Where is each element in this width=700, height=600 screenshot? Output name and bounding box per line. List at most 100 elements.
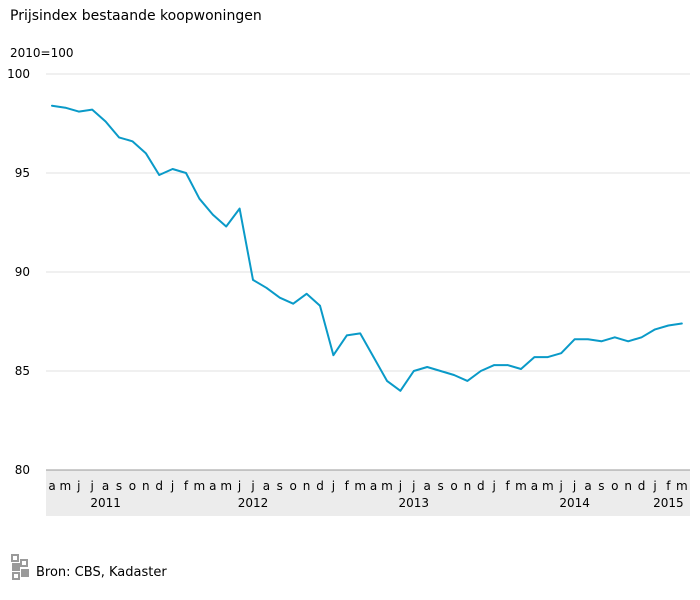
data-point xyxy=(399,390,402,392)
data-point xyxy=(118,136,120,139)
x-tick-label: f xyxy=(345,479,350,493)
data-point xyxy=(292,302,295,305)
data-point xyxy=(238,207,241,210)
x-axis-band xyxy=(46,470,690,516)
data-point xyxy=(131,140,134,143)
x-tick-label: a xyxy=(102,479,109,493)
x-tick-label: o xyxy=(611,479,618,493)
data-point xyxy=(64,106,67,109)
data-point xyxy=(560,352,562,354)
data-point xyxy=(533,356,536,358)
data-point xyxy=(466,380,469,382)
x-tick-label: a xyxy=(370,479,377,493)
data-point xyxy=(198,197,201,200)
x-tick-label: j xyxy=(411,479,415,493)
x-tick-label: a xyxy=(48,479,55,493)
x-tick-label: m xyxy=(60,479,72,493)
data-point xyxy=(640,336,643,339)
x-tick-label: j xyxy=(250,479,254,493)
data-point xyxy=(145,152,147,154)
data-point xyxy=(225,225,227,228)
year-label: 2015 xyxy=(653,496,684,510)
data-point xyxy=(654,328,656,331)
y-axis-unit-label: 2010=100 xyxy=(10,46,74,60)
x-tick-label: m xyxy=(515,479,527,493)
x-tick-label: d xyxy=(638,479,646,493)
data-point xyxy=(319,304,321,307)
x-tick-label: m xyxy=(542,479,554,493)
x-tick-label: a xyxy=(209,479,216,493)
data-point xyxy=(279,296,281,299)
year-label: 2014 xyxy=(559,496,590,510)
data-point xyxy=(506,364,509,366)
x-tick-label: n xyxy=(464,479,472,493)
x-tick-label: a xyxy=(531,479,538,493)
x-tick-label: n xyxy=(142,479,150,493)
data-point xyxy=(91,108,93,111)
x-tick-label: a xyxy=(584,479,591,493)
x-tick-label: o xyxy=(450,479,457,493)
data-point xyxy=(386,380,388,382)
data-point xyxy=(372,356,375,358)
x-tick-label: f xyxy=(666,479,671,493)
x-tick-label: s xyxy=(437,479,443,493)
data-point xyxy=(332,354,335,356)
data-point xyxy=(104,120,107,123)
y-tick-label: 85 xyxy=(15,364,30,378)
data-point xyxy=(265,287,268,289)
data-point xyxy=(587,338,589,341)
data-point xyxy=(573,338,576,341)
data-point xyxy=(51,104,53,107)
y-tick-label: 95 xyxy=(15,166,30,180)
x-tick-label: d xyxy=(155,479,163,493)
x-tick-label: o xyxy=(129,479,136,493)
x-tick-label: m xyxy=(381,479,393,493)
x-tick-label: d xyxy=(477,479,485,493)
data-point xyxy=(627,340,629,343)
data-point xyxy=(681,322,683,325)
data-point xyxy=(520,368,522,370)
cbs-logo-icon xyxy=(11,554,29,580)
source-footer: Bron: CBS, Kadaster xyxy=(10,552,167,582)
x-tick-label: j xyxy=(559,479,563,493)
y-tick-label: 80 xyxy=(15,463,30,477)
x-tick-label: m xyxy=(676,479,688,493)
source-text: Bron: CBS, Kadaster xyxy=(36,565,167,580)
x-tick-label: j xyxy=(331,479,335,493)
data-point xyxy=(185,172,187,174)
x-tick-label: a xyxy=(263,479,270,493)
x-tick-label: j xyxy=(398,479,402,493)
x-tick-label: m xyxy=(194,479,206,493)
year-label: 2012 xyxy=(238,496,269,510)
data-point xyxy=(346,334,348,337)
data-point xyxy=(158,174,160,176)
data-point xyxy=(600,340,603,343)
x-tick-label: s xyxy=(116,479,122,493)
data-point xyxy=(614,336,616,339)
data-point xyxy=(453,374,455,376)
x-tick-label: m xyxy=(220,479,232,493)
data-point xyxy=(359,332,362,335)
x-tick-label: j xyxy=(170,479,174,493)
x-tick-label: f xyxy=(505,479,510,493)
year-label: 2011 xyxy=(90,496,121,510)
data-point xyxy=(667,324,670,327)
x-tick-label: s xyxy=(598,479,604,493)
x-tick-label: d xyxy=(316,479,324,493)
data-point xyxy=(493,364,496,366)
x-tick-label: m xyxy=(354,479,366,493)
data-point xyxy=(413,370,415,372)
x-tick-label: n xyxy=(624,479,632,493)
data-point xyxy=(480,370,482,372)
x-tick-label: a xyxy=(424,479,431,493)
x-tick-label: n xyxy=(303,479,311,493)
x-tick-label: j xyxy=(492,479,496,493)
x-tick-label: j xyxy=(90,479,94,493)
x-tick-label: j xyxy=(572,479,576,493)
x-tick-label: f xyxy=(184,479,189,493)
y-tick-label: 100 xyxy=(7,67,30,81)
data-point xyxy=(305,292,308,295)
x-tick-label: j xyxy=(237,479,241,493)
data-point xyxy=(426,366,429,368)
